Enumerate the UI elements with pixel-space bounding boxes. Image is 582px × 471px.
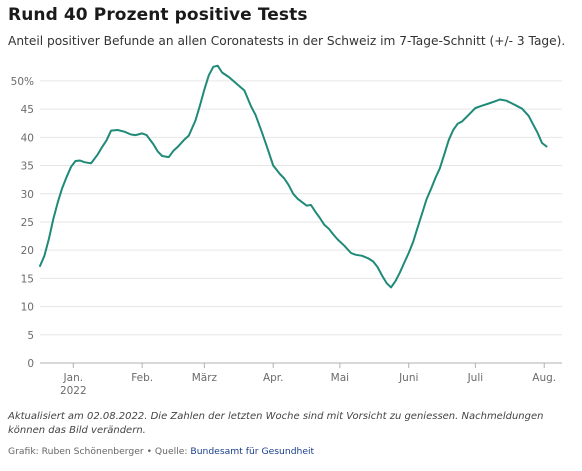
- x-tick-label: Apr.: [263, 372, 284, 384]
- y-axis-ticks: 0 5 10 15 20 25 30 35 40 45 50%: [11, 76, 34, 370]
- y-tick-label: 50%: [11, 76, 34, 88]
- series-line: [39, 64, 548, 289]
- x-tick-sublabel: 2022: [60, 385, 87, 397]
- y-tick-label: 10: [21, 302, 34, 314]
- gridlines: [40, 80, 562, 364]
- chart-title: Rund 40 Prozent positive Tests: [8, 5, 308, 25]
- y-tick-label: 5: [27, 330, 34, 342]
- y-tick-label: 20: [21, 245, 34, 257]
- y-tick-label: 15: [21, 273, 34, 285]
- footnote: Aktualisiert am 02.08.2022. Die Zahlen d…: [8, 411, 544, 436]
- chart-subtitle: Anteil positiver Befunde an allen Corona…: [8, 34, 566, 48]
- y-tick-label: 35: [21, 161, 34, 173]
- x-tick-label: Juni: [398, 372, 418, 384]
- x-tick-label: März: [192, 372, 218, 384]
- y-tick-label: 45: [21, 104, 34, 116]
- y-tick-label: 30: [21, 189, 34, 201]
- source-credit: Grafik: Ruben Schönenberger • Quelle: Bu…: [8, 446, 314, 457]
- x-tick-label: Aug.: [532, 372, 556, 384]
- x-tick-label: Feb.: [131, 372, 153, 384]
- x-tick-label: Jan.: [63, 372, 84, 384]
- line-chart: 0 5 10 15 20 25 30 35 40 45 50% Jan.2022 Feb. März Ap…: [11, 64, 562, 397]
- y-tick-label: 40: [21, 132, 34, 144]
- y-tick-label: 0: [27, 358, 34, 370]
- x-tick-label: Juli: [467, 372, 484, 384]
- x-tick-label: Mai: [331, 372, 349, 384]
- source-link[interactable]: Bundesamt für Gesundheit: [190, 446, 315, 457]
- x-axis-ticks: Jan.2022 Feb. März Apr. Mai Juni Juli Aug.: [60, 363, 556, 397]
- credit-text: Grafik: Ruben Schönenberger • Quelle:: [8, 446, 191, 457]
- y-tick-label: 25: [21, 217, 34, 229]
